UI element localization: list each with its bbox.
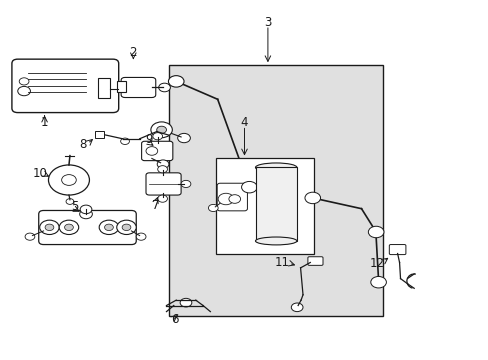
Text: 11: 11: [274, 256, 289, 269]
Circle shape: [367, 226, 383, 238]
Circle shape: [218, 193, 233, 205]
Text: 9: 9: [145, 133, 153, 146]
Circle shape: [151, 122, 172, 138]
Circle shape: [45, 224, 54, 230]
Circle shape: [99, 220, 119, 234]
Circle shape: [158, 166, 167, 173]
Bar: [168, 65, 383, 316]
Text: 6: 6: [171, 313, 179, 327]
Circle shape: [153, 133, 162, 140]
Text: 3: 3: [264, 16, 271, 29]
Circle shape: [305, 192, 320, 204]
Text: 4: 4: [240, 116, 248, 129]
Circle shape: [157, 126, 166, 134]
Circle shape: [177, 134, 190, 143]
Bar: [117, 81, 126, 92]
FancyBboxPatch shape: [39, 211, 136, 244]
Circle shape: [181, 180, 190, 188]
Circle shape: [370, 276, 386, 288]
Circle shape: [208, 204, 218, 212]
Circle shape: [180, 298, 191, 307]
Bar: [255, 167, 297, 241]
Bar: [98, 78, 110, 98]
Circle shape: [136, 233, 146, 240]
Circle shape: [157, 160, 168, 168]
Circle shape: [59, 220, 79, 234]
Circle shape: [100, 91, 109, 98]
FancyBboxPatch shape: [12, 59, 119, 113]
FancyBboxPatch shape: [121, 77, 156, 98]
Bar: [95, 131, 103, 138]
Circle shape: [158, 83, 170, 92]
Circle shape: [104, 224, 113, 230]
Bar: [216, 158, 313, 253]
Circle shape: [291, 303, 303, 312]
Circle shape: [168, 76, 183, 87]
Ellipse shape: [255, 237, 296, 245]
FancyBboxPatch shape: [142, 141, 172, 161]
Text: 12: 12: [369, 257, 385, 270]
Circle shape: [66, 199, 74, 204]
Text: 1: 1: [41, 116, 48, 129]
FancyBboxPatch shape: [146, 173, 181, 195]
Circle shape: [121, 138, 129, 144]
Circle shape: [61, 175, 76, 185]
Circle shape: [25, 233, 35, 240]
Circle shape: [158, 195, 167, 202]
Text: 7: 7: [152, 199, 159, 212]
Circle shape: [19, 78, 29, 85]
Circle shape: [40, 220, 59, 234]
Text: 5: 5: [71, 201, 79, 213]
Circle shape: [80, 205, 92, 214]
FancyBboxPatch shape: [217, 183, 247, 211]
Text: 2: 2: [129, 46, 137, 59]
Circle shape: [117, 220, 136, 234]
FancyBboxPatch shape: [388, 244, 405, 255]
Circle shape: [122, 224, 131, 230]
Circle shape: [80, 210, 92, 219]
Circle shape: [64, 224, 73, 230]
Ellipse shape: [255, 163, 296, 172]
Circle shape: [99, 84, 110, 92]
Text: 8: 8: [79, 138, 86, 151]
Circle shape: [241, 181, 257, 193]
Circle shape: [228, 195, 240, 203]
Circle shape: [146, 147, 158, 155]
Circle shape: [18, 86, 30, 96]
Text: 10: 10: [32, 167, 47, 180]
FancyBboxPatch shape: [307, 257, 323, 265]
Circle shape: [48, 165, 89, 195]
